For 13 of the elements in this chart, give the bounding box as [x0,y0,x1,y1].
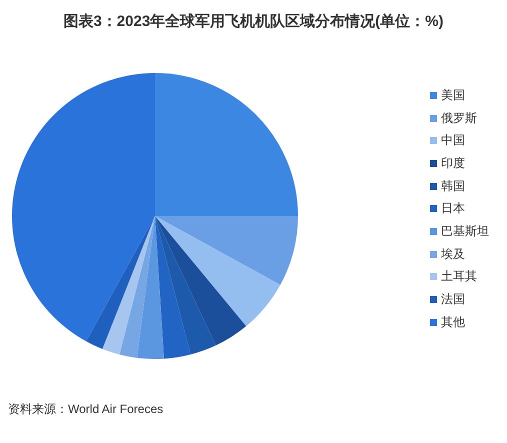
legend-label: 其他 [441,314,465,331]
legend-label: 印度 [441,154,465,172]
legend-label: 俄罗斯 [441,110,477,127]
legend-label: 埃及 [441,246,465,263]
legend-label: 韩国 [441,178,465,195]
legend-label: 日本 [441,200,465,218]
chart-title: 图表3：2023年全球军用飞机机队区域分布情况(单位：%) [62,12,445,31]
legend-label: 土耳其 [441,268,477,286]
legend-label: 法国 [441,291,465,308]
text: 资料来源：World Air Foreces [8,401,164,418]
legend-label: 巴基斯坦 [441,222,489,240]
legend-label: 美国 [441,86,465,104]
legend-label: 中国 [441,132,465,150]
